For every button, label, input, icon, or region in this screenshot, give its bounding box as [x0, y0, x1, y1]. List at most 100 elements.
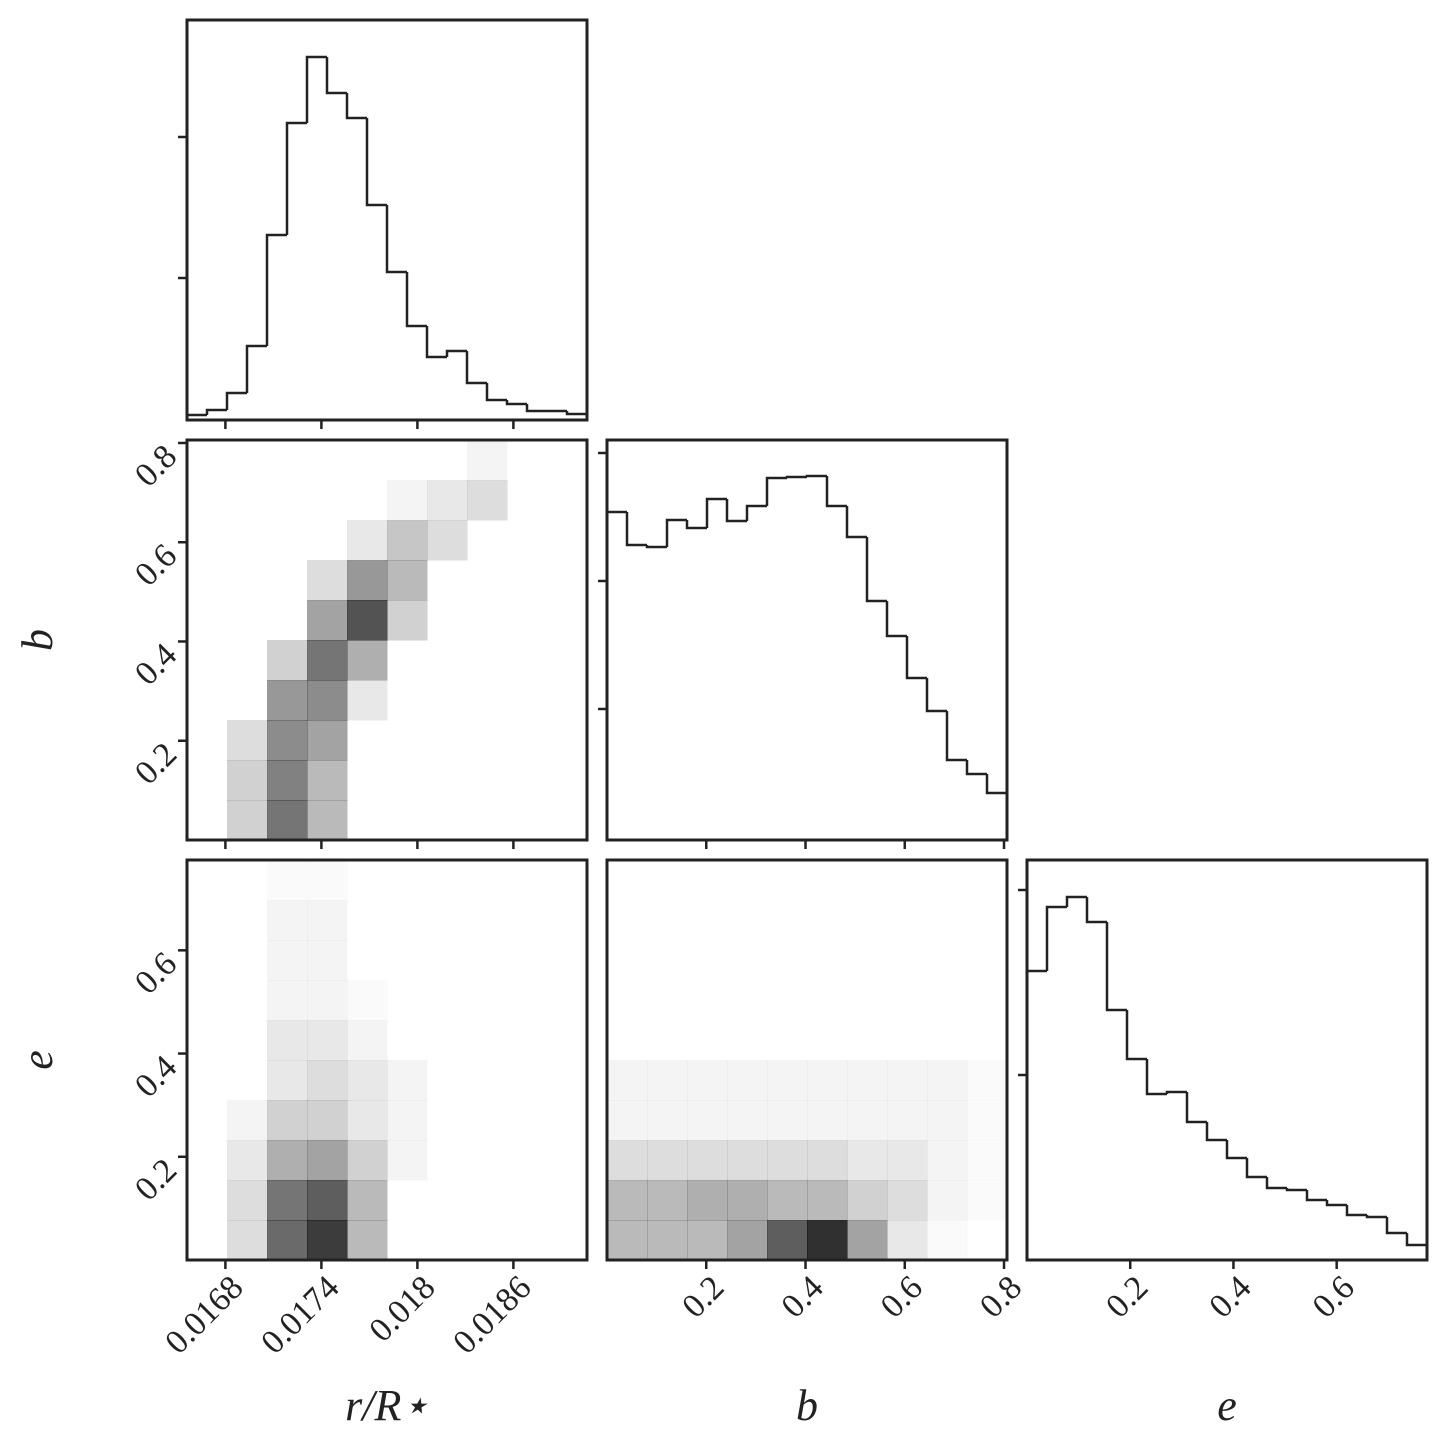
x-tick-label: 0.0186 — [446, 1269, 538, 1361]
density-cell — [847, 1020, 888, 1061]
density-cell — [807, 1060, 848, 1101]
density-cell — [307, 480, 348, 521]
density-cell — [347, 640, 388, 681]
density-cell — [227, 720, 268, 761]
density-cell — [807, 940, 848, 981]
density-cell — [227, 640, 268, 681]
density-cell — [227, 520, 268, 561]
density-cell — [547, 1140, 588, 1181]
density-cell — [387, 1220, 428, 1261]
density-cell — [467, 900, 508, 941]
density-cell — [887, 1180, 928, 1221]
x-tick-label: 0.018 — [362, 1269, 442, 1349]
density-cell — [887, 900, 928, 941]
density-cell — [187, 860, 228, 901]
x-tick-label: 0.2 — [1099, 1269, 1155, 1325]
density-cell — [347, 860, 388, 901]
histogram-bin — [325, 57, 347, 95]
density-cell — [507, 760, 548, 801]
density-cell — [347, 560, 388, 601]
histogram-bin — [765, 476, 787, 506]
density-cell — [387, 440, 428, 481]
density-cell — [267, 520, 308, 561]
density-cell — [427, 720, 468, 761]
density-cell — [967, 1020, 1008, 1061]
density-cell — [307, 1020, 348, 1061]
density-cell — [687, 980, 728, 1021]
density-cell — [307, 520, 348, 561]
density-cell — [607, 1180, 648, 1221]
density-cell — [187, 980, 228, 1021]
density-cell — [227, 560, 268, 601]
density-cell — [427, 1020, 468, 1061]
density-cell — [347, 1140, 388, 1181]
density-cell — [507, 720, 548, 761]
density-cell — [267, 940, 308, 981]
density-cell — [267, 720, 308, 761]
density-cell — [767, 1100, 808, 1141]
density-cell — [607, 1100, 648, 1141]
histogram-bin — [245, 344, 267, 393]
histogram-bin — [1265, 1177, 1287, 1190]
histogram-bin — [505, 400, 527, 406]
histogram-bin — [825, 476, 847, 508]
density-cell — [227, 900, 268, 941]
y-tick-label: 0.2 — [128, 1152, 184, 1208]
density-cell — [547, 1100, 588, 1141]
density-cell — [427, 900, 468, 941]
density-cell — [467, 480, 508, 521]
density-cell — [547, 480, 588, 521]
histogram-bin — [685, 520, 707, 530]
density-cell — [767, 900, 808, 941]
density-cell — [467, 560, 508, 601]
y-tick-label: 0.4 — [128, 1049, 184, 1105]
density-cell — [387, 860, 428, 901]
density-cell — [427, 600, 468, 641]
density-cell — [467, 720, 508, 761]
density-cell — [427, 980, 468, 1021]
density-cell — [887, 940, 928, 981]
density-cell — [267, 1180, 308, 1221]
density-cell — [847, 860, 888, 901]
density-cell — [387, 1020, 428, 1061]
density-cell — [507, 940, 548, 981]
density-cell — [347, 900, 388, 941]
density-cell — [227, 1220, 268, 1261]
density-cell — [347, 980, 388, 1021]
density-cell — [927, 1140, 968, 1181]
density-cell — [967, 940, 1008, 981]
density-cell — [187, 1220, 228, 1261]
density-cell — [267, 1140, 308, 1181]
density-cell — [307, 860, 348, 901]
density-cell — [307, 980, 348, 1021]
density-cell — [347, 1060, 388, 1101]
density-cell — [267, 1100, 308, 1141]
density-cell — [387, 520, 428, 561]
density-cell — [347, 1180, 388, 1221]
density-cell — [727, 1180, 768, 1221]
density-cell — [347, 520, 388, 561]
histogram-bin — [1365, 1215, 1387, 1219]
density-cell — [187, 480, 228, 521]
x-tick-label: 0.6 — [874, 1269, 930, 1325]
density-cell — [547, 600, 588, 641]
histogram-bin — [805, 474, 827, 478]
histogram-bin — [785, 475, 807, 479]
density-cell — [507, 800, 548, 841]
histogram-bin — [1165, 1090, 1187, 1094]
density-cell — [347, 760, 388, 801]
density-cell — [887, 1220, 928, 1261]
histogram-bin — [1245, 1158, 1267, 1179]
density-cell — [607, 940, 648, 981]
density-cell — [347, 1100, 388, 1141]
density-cell — [507, 1020, 548, 1061]
histogram-bin — [285, 121, 307, 235]
density-cell — [607, 900, 648, 941]
density-cell — [547, 720, 588, 761]
histogram-bin — [1125, 1010, 1147, 1061]
density-cell — [727, 940, 768, 981]
density-cell — [427, 480, 468, 521]
density-cell — [187, 640, 228, 681]
density-cell — [647, 940, 688, 981]
density-cell — [547, 860, 588, 901]
